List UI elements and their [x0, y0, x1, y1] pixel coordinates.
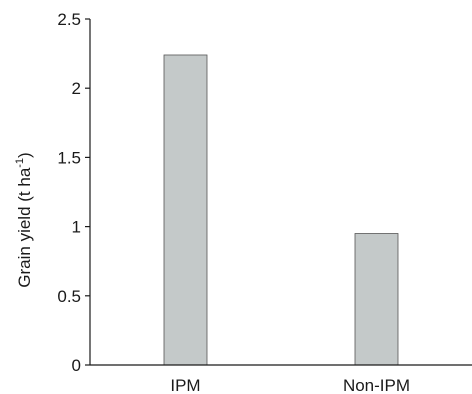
bar-ipm — [163, 54, 208, 366]
y-tick-label: 2 — [72, 79, 81, 98]
y-axis-title-superscript: -1 — [14, 158, 26, 168]
x-tick-label: IPM — [170, 376, 200, 394]
y-axis-title-main: Grain yield (t ha — [15, 167, 34, 288]
y-tick-label: 1 — [72, 218, 81, 237]
y-axis-ticks: 0 0.5 1 1.5 2 2.5 — [57, 10, 90, 375]
x-tick-label: Non-IPM — [343, 376, 410, 394]
y-tick-label: 2.5 — [57, 10, 81, 29]
y-axis-title-suffix: ) — [15, 152, 34, 158]
bar-non-ipm — [354, 233, 399, 366]
y-axis-title: Grain yield (t ha-1) — [14, 152, 34, 287]
bars — [163, 54, 399, 366]
y-tick-label: 0 — [72, 356, 81, 375]
y-tick-label: 1.5 — [57, 148, 81, 167]
x-axis-ticks: IPM Non-IPM — [170, 376, 410, 394]
y-tick-label: 0.5 — [57, 287, 81, 306]
